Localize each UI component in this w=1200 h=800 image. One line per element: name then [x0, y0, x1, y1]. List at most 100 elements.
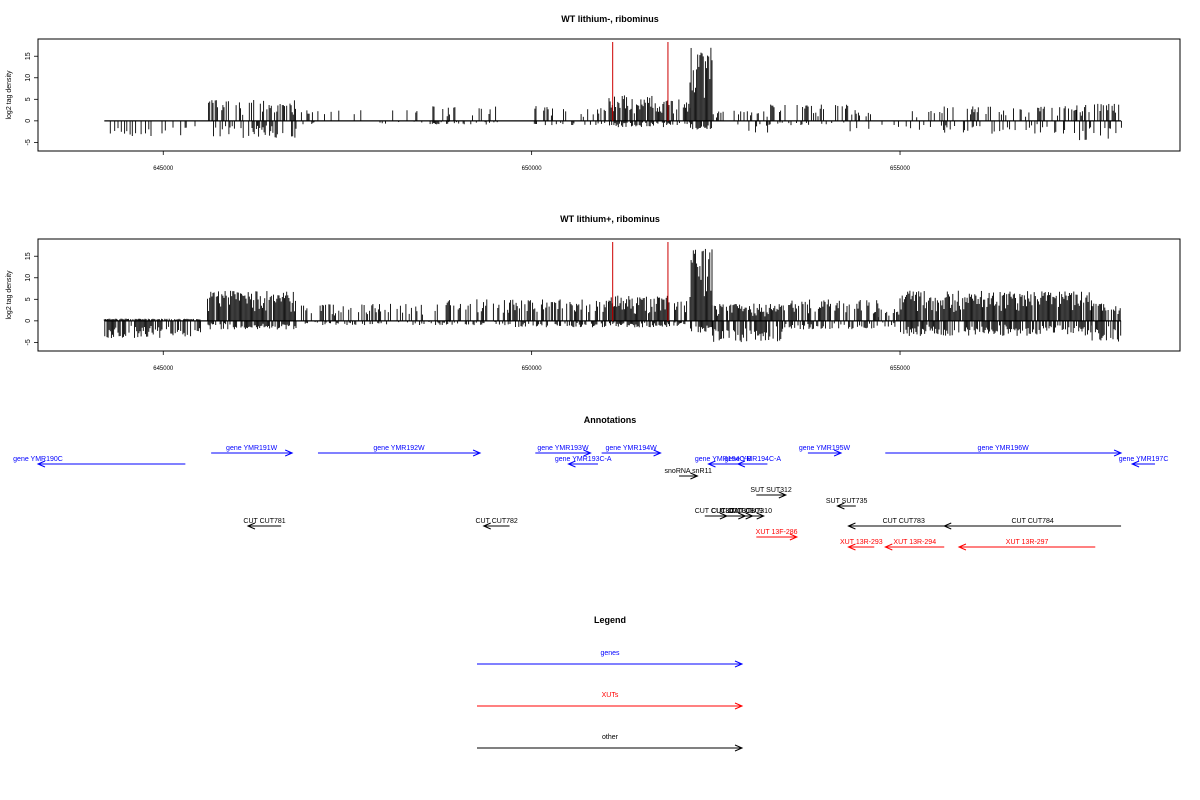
marker-lines — [612, 42, 669, 121]
annotation-feature: SUT SUT735 — [826, 498, 868, 510]
marker-lines — [612, 242, 669, 321]
arrow-head — [567, 460, 576, 468]
annotation-feature: XUT 13F-286 — [756, 529, 799, 541]
x-axis: 645000 650000 655000 — [153, 151, 911, 172]
annotation-feature: gene YMR194W — [601, 445, 662, 457]
y-tick-label: -5 — [25, 339, 32, 345]
arrow-head — [734, 702, 744, 710]
y-tick-label: 10 — [25, 74, 32, 82]
arrow-head — [690, 472, 699, 480]
arrow-head — [583, 449, 592, 457]
annotation-feature: CUT CUT783 — [847, 518, 959, 530]
legend-label: other — [602, 734, 619, 741]
arrow-head — [778, 491, 788, 499]
annotation-label: gene YMR195W — [799, 445, 851, 452]
y-tick-label: 5 — [25, 97, 32, 101]
y-tick-label: 15 — [25, 52, 32, 60]
arrow-head — [1113, 449, 1123, 457]
x-tick-label: 650000 — [522, 366, 543, 372]
annotation-label: CUT CUT783 — [883, 518, 925, 525]
annotation-label: XUT 13R-294 — [893, 539, 936, 546]
annotation-feature: gene YMR194C-B — [695, 456, 752, 468]
legend-label: genes — [600, 650, 620, 657]
arrow-head — [472, 449, 482, 457]
arrow-head — [847, 522, 856, 530]
annotation-label: gene YMR196W — [978, 445, 1030, 452]
annotation-label: XUT 13F-286 — [756, 529, 798, 536]
arrow-head — [653, 449, 662, 457]
annotation-feature: XUT 13R-293 — [840, 539, 883, 551]
annotation-label: gene YMR191W — [226, 445, 278, 452]
annotation-feature: gene YMR190C — [13, 456, 186, 468]
legend-title: Legend — [594, 615, 626, 625]
annotation-feature: XUT 13R-297 — [957, 539, 1096, 551]
density-bars — [104, 47, 1122, 141]
arrow-head — [736, 460, 746, 468]
annotation-feature: CUT CUT782 — [476, 518, 518, 530]
annotation-label: gene YMR193W — [537, 445, 589, 452]
density-bars — [103, 248, 1122, 343]
annotation-label: SUT SUT312 — [750, 487, 792, 494]
arrow-head — [734, 744, 744, 752]
arrow-head — [789, 533, 799, 541]
arrow-head — [284, 449, 294, 457]
annotation-label: CUT CUT309 — [720, 508, 762, 515]
plot-frame — [37, 38, 1181, 152]
annotation-label: XUT 13R-293 — [840, 539, 883, 546]
annotation-label: CUT CUT310 — [730, 508, 772, 515]
legend-label: XUTs — [602, 692, 619, 699]
legend-item: XUTs — [477, 692, 744, 710]
y-tick-label: 10 — [25, 274, 32, 282]
panel-title: WT lithium-, ribominus — [561, 14, 659, 24]
y-tick-label: 0 — [25, 319, 32, 323]
y-tick-label: 5 — [25, 297, 32, 301]
annotation-label: XUT 13R-297 — [1006, 539, 1049, 546]
annotation-label: snoRNA snR11 — [665, 468, 712, 475]
y-axis-label: log2 tag density — [6, 70, 13, 120]
annotation-label: CUT CUT307 — [695, 508, 737, 515]
annotation-feature: CUT CUT781 — [243, 518, 286, 530]
arrow-head — [836, 502, 845, 510]
arrow-head — [942, 522, 952, 530]
annotation-feature: CUT CUT784 — [942, 518, 1122, 530]
panel-title: WT lithium+, ribominus — [560, 214, 660, 224]
y-tick-label: -5 — [25, 139, 32, 145]
y-axis-label: log2 tag density — [6, 270, 13, 320]
x-tick-label: 655000 — [890, 366, 911, 372]
arrow-head — [957, 543, 967, 551]
annotation-items: gene YMR190C gene YMR191W gene YMR192W gene… — [13, 445, 1169, 551]
annotation-feature: gene YMR192W — [317, 445, 482, 457]
annotation-label: gene YMR194W — [605, 445, 657, 452]
arrow-head — [246, 522, 256, 530]
legend-item: genes — [477, 650, 744, 668]
annotation-feature: CUT CUT310 — [730, 508, 772, 520]
annotation-label: gene YMR197C — [1119, 456, 1169, 463]
annotation-label: CUT CUT781 — [243, 518, 285, 525]
x-tick-label: 645000 — [153, 366, 174, 372]
arrow-head — [482, 522, 491, 530]
annotation-label: gene YMR190C — [13, 456, 63, 463]
annotation-label: gene YMR194C-A — [724, 456, 781, 463]
annotation-label: CUT CUT784 — [1012, 518, 1054, 525]
annotation-label: SUT SUT735 — [826, 498, 868, 505]
annotation-feature: XUT 13R-294 — [884, 539, 945, 551]
y-axis: -5 0 5 10 15 — [25, 252, 38, 346]
annotation-feature: gene YMR194C-A — [724, 456, 781, 468]
arrow-head — [734, 660, 744, 668]
panel-lithium-plus: WT lithium+, ribominus log2 tag density … — [6, 214, 1181, 372]
legend-items: genes XUTs other — [477, 650, 744, 752]
y-axis: -5 0 5 10 15 — [25, 52, 38, 146]
y-tick-label: 0 — [25, 119, 32, 123]
annotation-feature: SUT SUT312 — [750, 487, 792, 499]
annotation-feature: gene YMR197C — [1119, 456, 1169, 468]
x-tick-label: 655000 — [890, 166, 911, 172]
annotation-feature: gene YMR195W — [799, 445, 851, 457]
arrow-head — [707, 460, 716, 468]
annotation-label: CUT CUT308 — [711, 508, 753, 515]
annotation-label: gene YMR192W — [373, 445, 425, 452]
plot-frame — [37, 238, 1181, 352]
annotation-feature: gene YMR193C-A — [555, 456, 612, 468]
annotation-feature: gene YMR191W — [211, 445, 294, 457]
